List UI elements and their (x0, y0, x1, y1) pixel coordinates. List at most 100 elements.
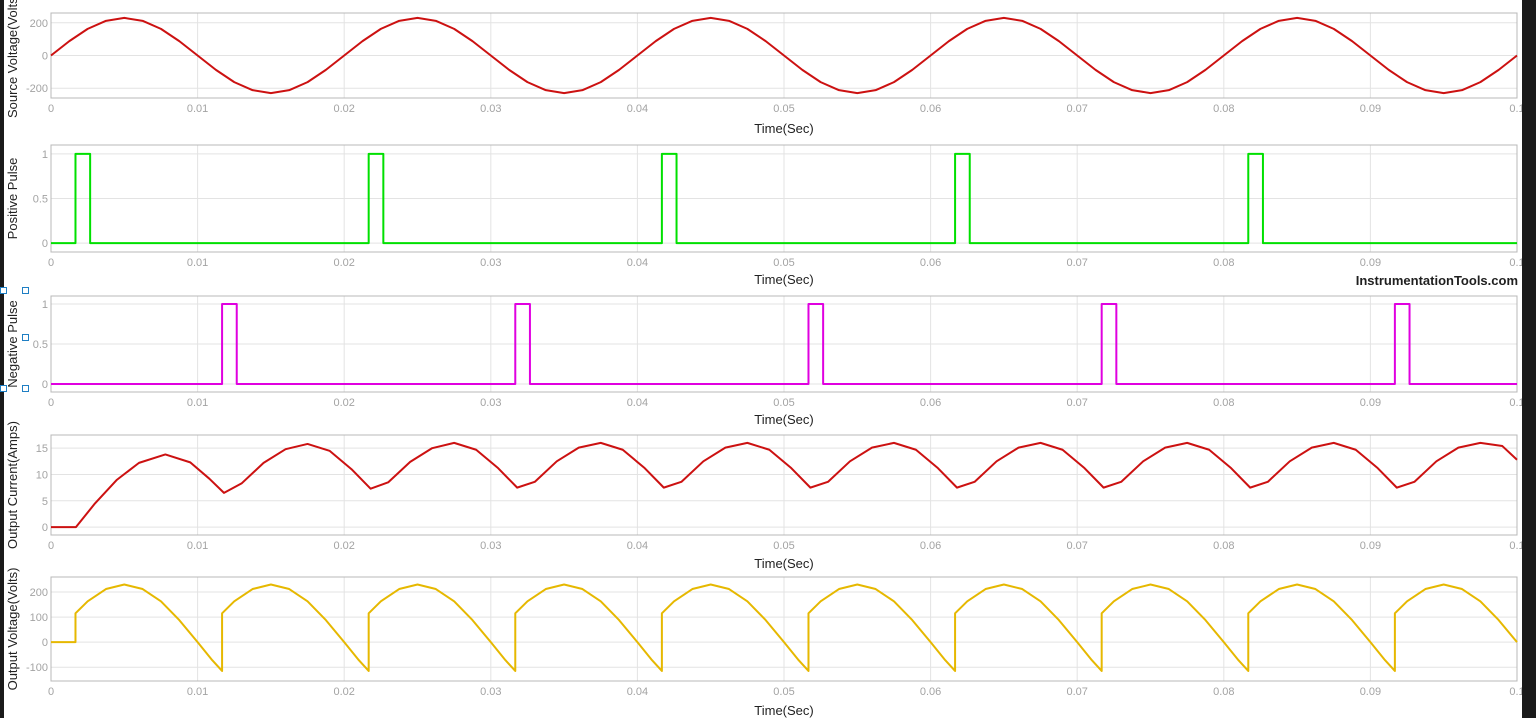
y-tick-label: 1 (42, 149, 48, 161)
subplot-5: 0 0.01 0.02 0.03 0.04 0.05 0.06 0.07 0.08 0.09 0.1… (5, 568, 1522, 718)
x-tick-label: 0.01 (187, 540, 208, 552)
x-tick-label: 0.05 (773, 540, 794, 552)
x-tick-label: 0.02 (333, 540, 354, 552)
y-tick-label: 5 (42, 496, 48, 508)
y-tick-label: 100 (30, 612, 48, 624)
x-tick-label: 0.07 (1066, 397, 1087, 409)
x-axis-label: Time(Sec) (754, 272, 813, 287)
axes-box (50, 144, 1518, 253)
selection-handle[interactable] (22, 385, 29, 392)
y-axis-label: Negative Pulse (5, 300, 20, 387)
x-tick-label: 0.02 (333, 397, 354, 409)
y-tick-label: 0.5 (33, 194, 48, 206)
selection-handle[interactable] (0, 385, 7, 392)
x-tick-label: 0.01 (187, 686, 208, 698)
subplot-3: 0 0.01 0.02 0.03 0.04 0.05 0.06 0.07 0.08 0.09 0.1… (5, 295, 1522, 427)
y-axis-label: Output Voltage(Volts) (5, 568, 20, 691)
x-tick-label: 0.08 (1213, 686, 1234, 698)
y-tick-label: 0 (42, 379, 48, 391)
x-tick-label: 0.03 (480, 397, 501, 409)
y-tick-label: 0 (42, 51, 48, 63)
x-tick-label: 0.04 (627, 257, 648, 269)
x-tick-label: 0.06 (920, 103, 941, 115)
y-axis-label: Positive Pulse (5, 158, 20, 240)
subplot-1: 0 0.01 0.02 0.03 0.04 0.05 0.06 0.07 0.08 0.09 0.1… (5, 0, 1522, 136)
x-tick-label: 0.06 (920, 257, 941, 269)
x-tick-label: 0.1 (1509, 103, 1522, 115)
subplot-2: 0 0.01 0.02 0.03 0.04 0.05 0.06 0.07 0.08 0.09 0.1… (5, 144, 1522, 287)
x-tick-label: 0.07 (1066, 103, 1087, 115)
selection-handle[interactable] (0, 287, 7, 294)
x-tick-label: 0.02 (333, 257, 354, 269)
x-tick-label: 0.05 (773, 257, 794, 269)
y-tick-label: 200 (30, 18, 48, 30)
watermark-label: InstrumentationTools.com (1355, 273, 1518, 288)
x-tick-label: 0.03 (480, 257, 501, 269)
x-axis-label: Time(Sec) (754, 703, 813, 718)
x-tick-label: 0.01 (187, 397, 208, 409)
x-tick-label: 0.08 (1213, 103, 1234, 115)
y-tick-label: -100 (26, 662, 48, 674)
x-tick-label: 0.1 (1509, 540, 1522, 552)
x-tick-label: 0.04 (627, 397, 648, 409)
x-tick-label: 0.05 (773, 686, 794, 698)
x-tick-label: 0.04 (627, 540, 648, 552)
x-tick-label: 0.02 (333, 103, 354, 115)
x-tick-label: 0.02 (333, 686, 354, 698)
x-tick-label: 0.1 (1509, 686, 1522, 698)
x-tick-label: 0.01 (187, 257, 208, 269)
y-tick-label: 200 (30, 587, 48, 599)
x-tick-label: 0.08 (1213, 540, 1234, 552)
selection-handle[interactable] (22, 287, 29, 294)
x-tick-label: 0.08 (1213, 257, 1234, 269)
subplot-4: 0 0.01 0.02 0.03 0.04 0.05 0.06 0.07 0.08 0.09 0.1… (5, 421, 1522, 571)
x-tick-label: 0.03 (480, 103, 501, 115)
x-tick-label: 0.05 (773, 103, 794, 115)
x-axis-label: Time(Sec) (754, 121, 813, 136)
x-tick-label: 0.01 (187, 103, 208, 115)
x-tick-label: 0.1 (1509, 257, 1522, 269)
x-tick-label: 0 (48, 257, 54, 269)
y-tick-label: 0 (42, 522, 48, 534)
selection-handle[interactable] (22, 334, 29, 341)
y-tick-label: -200 (26, 83, 48, 95)
y-tick-label: 10 (36, 469, 48, 481)
x-tick-label: 0.04 (627, 103, 648, 115)
series-line (51, 441, 1518, 529)
x-tick-label: 0.05 (773, 397, 794, 409)
y-tick-label: 0 (42, 238, 48, 250)
y-tick-label: 1 (42, 299, 48, 311)
x-tick-label: 0 (48, 686, 54, 698)
x-axis-label: Time(Sec) (754, 412, 813, 427)
x-tick-label: 0.07 (1066, 686, 1087, 698)
x-tick-label: 0.09 (1360, 540, 1381, 552)
x-tick-label: 0.06 (920, 540, 941, 552)
x-tick-label: 0.07 (1066, 257, 1087, 269)
x-tick-label: 0.06 (920, 686, 941, 698)
x-axis-label: Time(Sec) (754, 556, 813, 571)
x-tick-label: 0 (48, 103, 54, 115)
x-tick-label: 0.09 (1360, 257, 1381, 269)
x-tick-label: 0.08 (1213, 397, 1234, 409)
series-line (51, 303, 1517, 385)
axes-box (50, 295, 1518, 393)
x-tick-label: 0.07 (1066, 540, 1087, 552)
y-axis-label: Source Voltage(Volts) (5, 0, 20, 118)
x-tick-label: 0.03 (480, 686, 501, 698)
x-tick-label: 0.04 (627, 686, 648, 698)
y-axis-label: Output Current(Amps) (5, 421, 20, 549)
x-tick-label: 0 (48, 397, 54, 409)
y-tick-label: 15 (36, 443, 48, 455)
y-tick-label: 0 (42, 637, 48, 649)
window-border-right (1522, 0, 1536, 718)
y-tick-label: 0.5 (33, 339, 48, 351)
x-tick-label: 0.1 (1509, 397, 1522, 409)
axes-box (50, 434, 1518, 536)
x-tick-label: 0 (48, 540, 54, 552)
series-line (50, 16, 1518, 95)
x-tick-label: 0.09 (1360, 103, 1381, 115)
x-tick-label: 0.09 (1360, 686, 1381, 698)
x-tick-label: 0.06 (920, 397, 941, 409)
